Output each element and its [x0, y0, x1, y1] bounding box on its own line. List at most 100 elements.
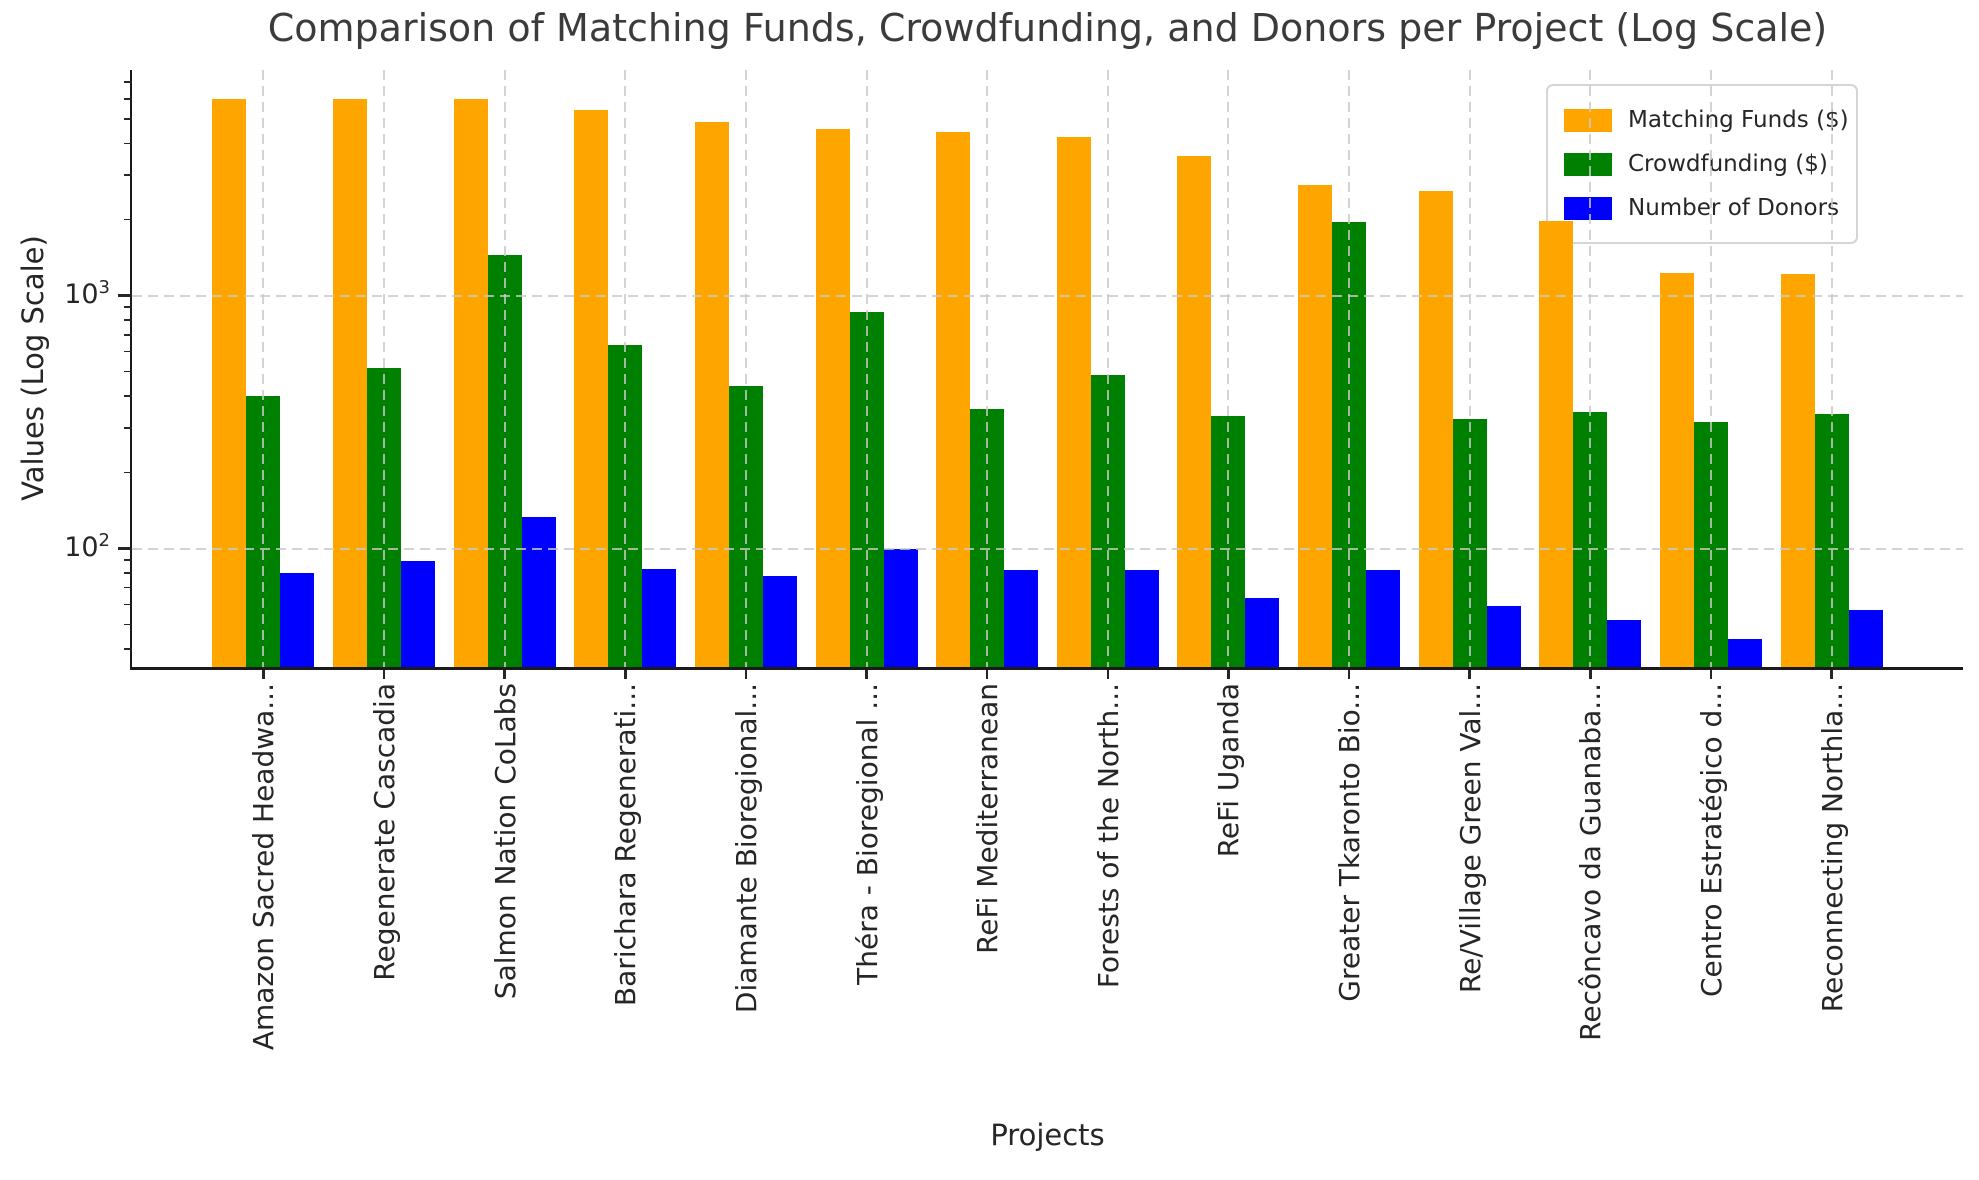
bar-number-of-donors-4: [762, 575, 797, 667]
y-minor-tick-70: [124, 586, 132, 589]
gridline-vertical-13: [1830, 70, 1833, 667]
bar-number-of-donors-11: [1607, 620, 1642, 667]
left-spine: [129, 70, 132, 670]
bar-matching-funds-0: [212, 98, 247, 667]
x-tick-1: [382, 669, 386, 679]
x-tick-label-3: Barichara Regenerati...: [609, 683, 643, 1007]
x-tick-label-0: Amazon Sacred Headwa...: [247, 683, 281, 1051]
x-tick-label-12: Centro Estratégico d...: [1694, 683, 1728, 998]
y-minor-tick-50: [124, 623, 132, 626]
y-minor-tick-2000: [124, 218, 132, 221]
bar-number-of-donors-6: [1004, 570, 1039, 667]
x-tick-13: [1830, 669, 1833, 679]
x-tick-label-7: Forests of the North...: [1091, 683, 1125, 989]
gridline-vertical-6: [986, 70, 989, 667]
bar-number-of-donors-10: [1486, 606, 1521, 667]
x-tick-label-5: Théra - Bioregional ...: [850, 683, 884, 985]
gridline-vertical-1: [383, 70, 386, 667]
bar-matching-funds-7: [1056, 136, 1091, 667]
gridline-vertical-7: [1106, 70, 1109, 667]
x-tick-2: [503, 669, 506, 679]
x-tick-11: [1589, 669, 1592, 679]
legend-item-2: Number of Donors: [1564, 186, 1840, 230]
bar-number-of-donors-8: [1245, 597, 1280, 667]
gridline-horizontal-10e2: [132, 547, 1963, 550]
bottom-spine: [129, 667, 1963, 670]
y-minor-tick-900: [124, 306, 132, 308]
bar-matching-funds-13: [1780, 273, 1815, 667]
x-axis-label: Projects: [990, 1118, 1105, 1152]
bar-matching-funds-4: [694, 122, 729, 667]
x-tick-label-6: ReFi Mediterranean: [971, 683, 1005, 954]
x-tick-label-13: Reconnecting Northla...: [1815, 683, 1849, 1013]
x-tick-9: [1347, 669, 1351, 679]
bar-matching-funds-2: [453, 98, 488, 667]
y-minor-tick-60: [124, 603, 132, 606]
y-minor-tick-500: [124, 370, 132, 373]
y-tick-label-10e3: 103: [64, 276, 110, 310]
bar-number-of-donors-7: [1124, 570, 1159, 667]
gridline-vertical-9: [1348, 70, 1351, 667]
legend-label-1: Crowdfunding ($): [1628, 151, 1828, 177]
bar-matching-funds-5: [815, 129, 850, 667]
gridline-vertical-5: [865, 70, 868, 667]
bar-matching-funds-9: [1298, 184, 1333, 667]
x-tick-3: [624, 669, 627, 679]
bar-matching-funds-1: [333, 98, 368, 667]
x-tick-label-4: Diamante Bioregional...: [729, 683, 763, 1014]
x-tick-5: [865, 669, 868, 679]
bar-matching-funds-3: [574, 110, 609, 667]
x-tick-label-8: ReFi Uganda: [1212, 683, 1246, 858]
y-minor-tick-40: [124, 648, 132, 650]
y-major-tick-10e3: [118, 294, 132, 297]
gridline-vertical-2: [503, 70, 506, 667]
gridline-vertical-4: [744, 70, 747, 667]
x-tick-label-10: Re/Village Green Val...: [1453, 683, 1487, 994]
y-minor-tick-800: [124, 319, 132, 321]
x-tick-6: [985, 669, 989, 679]
legend-label-2: Number of Donors: [1628, 195, 1840, 221]
x-tick-10: [1468, 669, 1471, 679]
x-tick-0: [262, 669, 265, 679]
x-tick-8: [1227, 669, 1230, 679]
legend-label-0: Matching Funds ($): [1628, 107, 1849, 133]
bar-number-of-donors-1: [401, 561, 436, 667]
bar-matching-funds-12: [1659, 272, 1694, 667]
y-minor-tick-90: [124, 559, 132, 561]
y-minor-tick-6000: [124, 98, 132, 100]
x-tick-12: [1709, 669, 1713, 679]
y-minor-tick-200: [124, 471, 132, 474]
y-minor-tick-700: [124, 334, 132, 336]
gridline-vertical-11: [1589, 70, 1592, 667]
gridline-vertical-0: [262, 70, 265, 667]
y-minor-tick-300: [124, 427, 132, 429]
legend-item-1: Crowdfunding ($): [1564, 142, 1840, 186]
y-minor-tick-3000: [124, 174, 132, 176]
gridline-vertical-12: [1709, 70, 1712, 667]
legend-item-0: Matching Funds ($): [1564, 98, 1849, 142]
y-minor-tick-5000: [124, 118, 132, 120]
legend-swatch-2: [1564, 196, 1612, 220]
gridline-vertical-8: [1227, 70, 1230, 667]
bar-number-of-donors-2: [521, 517, 556, 667]
y-minor-tick-400: [124, 395, 132, 397]
y-axis-label: Values (Log Scale): [16, 235, 50, 501]
gridline-horizontal-10e3: [132, 294, 1963, 297]
x-tick-label-1: Regenerate Cascadia: [368, 683, 402, 981]
x-tick-label-2: Salmon Nation CoLabs: [488, 683, 522, 1000]
gridline-vertical-10: [1468, 70, 1471, 667]
bar-number-of-donors-5: [883, 548, 918, 667]
bar-number-of-donors-9: [1366, 570, 1401, 667]
bar-matching-funds-6: [936, 131, 971, 667]
bar-matching-funds-8: [1177, 156, 1212, 667]
legend: Matching Funds ($) Crowdfunding ($) Number…: [1546, 84, 1858, 244]
chart-title: Comparison of Matching Funds, Crowdfundi…: [267, 6, 1828, 50]
bar-number-of-donors-12: [1727, 638, 1762, 667]
bar-number-of-donors-0: [280, 573, 315, 667]
bar-number-of-donors-3: [642, 568, 677, 667]
bar-matching-funds-10: [1418, 190, 1453, 667]
y-tick-label-10e2: 102: [64, 529, 110, 563]
bar-number-of-donors-13: [1848, 610, 1883, 667]
legend-swatch-0: [1564, 108, 1612, 132]
